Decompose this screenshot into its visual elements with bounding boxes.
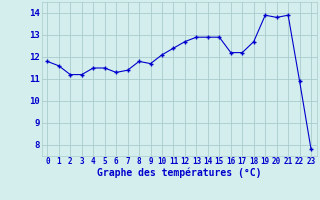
X-axis label: Graphe des températures (°C): Graphe des températures (°C) — [97, 168, 261, 178]
